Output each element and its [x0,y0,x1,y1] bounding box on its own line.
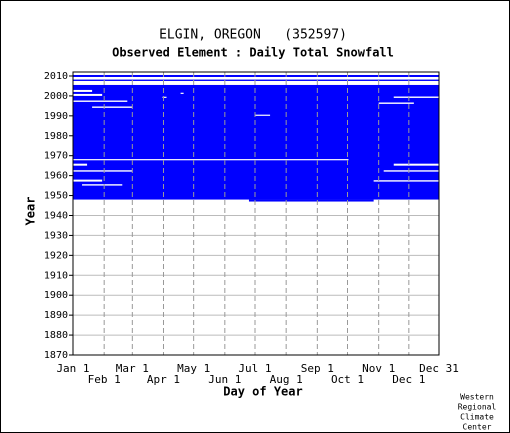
x-tick-label: Sep 1 [301,362,334,375]
y-tick-label: 1970 [44,151,68,162]
data-gap [73,179,103,182]
data-gap [73,93,103,96]
chart-title: ELGIN, OREGON (352597) [159,28,347,43]
data-block [248,199,374,202]
data-gap [73,89,93,92]
data-gap [254,114,271,116]
x-tick-label: Nov 1 [362,362,395,375]
x-tick-label: Jul 1 [238,362,271,375]
data-gap [92,106,133,108]
data-gap [82,184,123,186]
credit-text: Western [460,393,494,402]
y-tick-label: 1880 [44,330,68,341]
y-tick-label: 1910 [44,270,68,281]
y-tick-label: 1990 [44,111,68,122]
x-tick-label: Oct 1 [331,373,364,386]
x-tick-label: Dec 31 [419,362,459,375]
y-tick-label: 2000 [44,91,68,102]
x-tick-label: Aug 1 [270,373,303,386]
y-tick-label: 1900 [44,290,68,301]
data-gap [162,96,167,98]
y-tick-label: 2010 [44,71,68,82]
y-tick-label: 1960 [44,171,68,182]
chart-subtitle: Observed Element : Daily Total Snowfall [112,46,394,60]
y-tick-label: 1870 [44,350,68,361]
data-gap [393,96,439,98]
data-gap [73,170,133,172]
y-tick-label: 1980 [44,131,68,142]
data-gap [73,159,349,161]
x-tick-label: May 1 [177,362,210,375]
data-gap [73,100,128,102]
x-tick-label: Jun 1 [208,373,241,386]
y-tick-label: 1890 [44,310,68,321]
x-tick-label: Jan 1 [56,362,89,375]
x-tick-label: Dec 1 [392,373,425,386]
x-tick-label: Apr 1 [147,373,180,386]
data-gap [373,180,439,182]
credit-text: Climate [460,413,494,422]
x-axis-label: Day of Year [223,385,302,399]
y-tick-label: 1950 [44,191,68,202]
y-tick-label: 1930 [44,230,68,241]
data-block [73,74,439,77]
y-tick-label: 1920 [44,250,68,261]
data-gap [378,102,414,104]
data-block [73,79,439,81]
data-gap [180,92,184,94]
data-gap [73,163,88,166]
y-tick-label: 1940 [44,210,68,221]
credit-text: Regional [458,403,497,412]
x-tick-label: Mar 1 [116,362,149,375]
y-axis-label: Year [24,197,38,226]
data-gap [393,163,439,166]
x-tick-label: Feb 1 [88,373,121,386]
data-block [73,84,439,200]
credit-text: Center [463,423,492,432]
plot-frame [72,71,440,356]
data-gap [383,170,439,172]
